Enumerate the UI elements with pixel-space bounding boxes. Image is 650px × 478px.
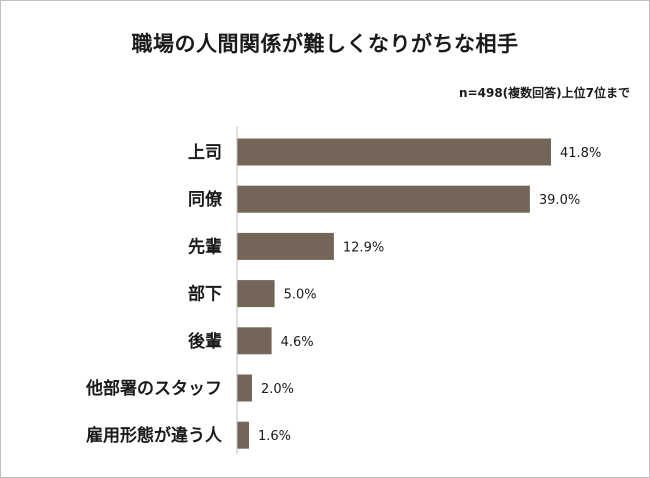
bar <box>237 185 530 213</box>
chart-subtitle: n=498(複数回答)上位7位まで <box>459 86 630 100</box>
data-label: 1.6% <box>258 429 291 444</box>
bar <box>237 138 551 166</box>
category-label: 雇用形態が違う人 <box>86 425 223 446</box>
data-label: 2.0% <box>261 382 294 397</box>
bar <box>237 280 275 308</box>
category-label: 上司 <box>188 143 222 163</box>
bar <box>237 374 252 402</box>
data-label: 12.9% <box>343 240 384 255</box>
category-label: 先輩 <box>188 236 222 257</box>
category-label: 同僚 <box>188 189 223 210</box>
category-label: 他部署のスタッフ <box>85 378 222 399</box>
data-label: 5.0% <box>284 288 317 303</box>
bar <box>237 327 272 355</box>
data-label: 39.0% <box>539 193 580 208</box>
category-label: 部下 <box>188 284 222 305</box>
data-label: 41.8% <box>560 146 601 161</box>
bar <box>237 421 249 449</box>
data-label: 4.6% <box>281 335 314 350</box>
bar <box>237 232 334 260</box>
chart-title: 職場の人間関係が難しくなりがちな相手 <box>131 32 519 56</box>
category-label: 後輩 <box>188 331 222 352</box>
